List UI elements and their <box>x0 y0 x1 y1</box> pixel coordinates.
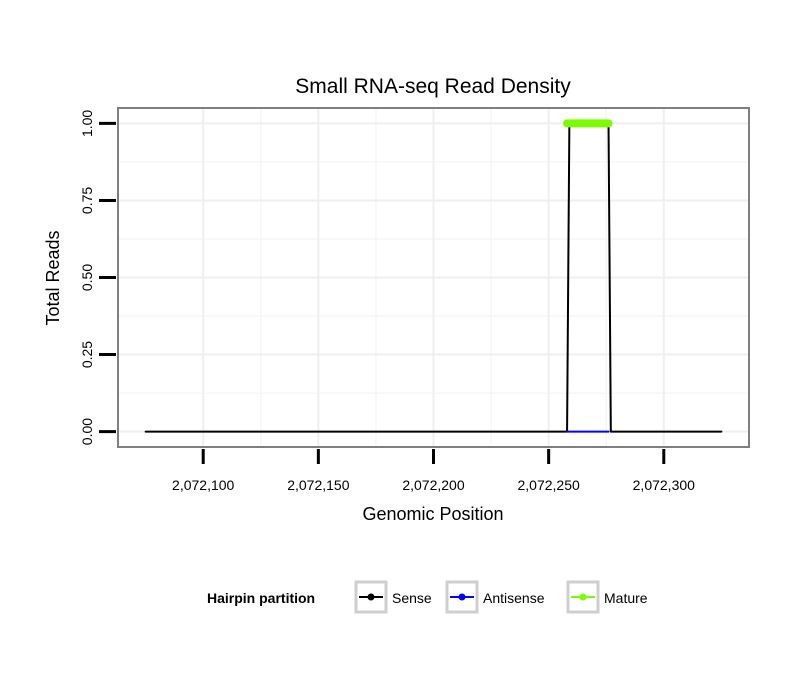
x-axis: 2,072,100 2,072,150 2,072,200 2,072,250 2,07… <box>172 449 695 493</box>
y-tick-label: 0.25 <box>79 341 95 368</box>
x-tick-label: 2,072,100 <box>172 477 234 493</box>
legend-key-point <box>367 593 375 601</box>
plot-border <box>117 107 750 448</box>
x-tick-label: 2,072,300 <box>633 477 695 493</box>
x-axis-title: Genomic Position <box>362 504 503 524</box>
y-tick-label: 0.75 <box>79 187 95 214</box>
x-tick-label: 2,072,150 <box>287 477 349 493</box>
legend-label-mature: Mature <box>604 590 648 606</box>
y-tick-label: 0.00 <box>79 418 95 445</box>
x-tick-label: 2,072,200 <box>402 477 464 493</box>
legend-key-point <box>579 593 587 601</box>
x-tick-label: 2,072,250 <box>517 477 579 493</box>
y-tick-label: 1.00 <box>79 110 95 137</box>
chart-title: Small RNA-seq Read Density <box>295 75 571 98</box>
y-axis-title: Total Reads <box>43 230 63 325</box>
legend: Hairpin partition Sense Antisense Mature <box>207 580 648 614</box>
y-tick-label: 0.50 <box>79 264 95 291</box>
series-layer <box>144 119 723 433</box>
legend-label-antisense: Antisense <box>483 590 545 606</box>
y-axis: 0.00 0.25 0.50 0.75 1.00 <box>79 110 116 445</box>
legend-key-point <box>458 593 466 601</box>
legend-label-sense: Sense <box>392 590 432 606</box>
legend-title: Hairpin partition <box>207 590 315 606</box>
